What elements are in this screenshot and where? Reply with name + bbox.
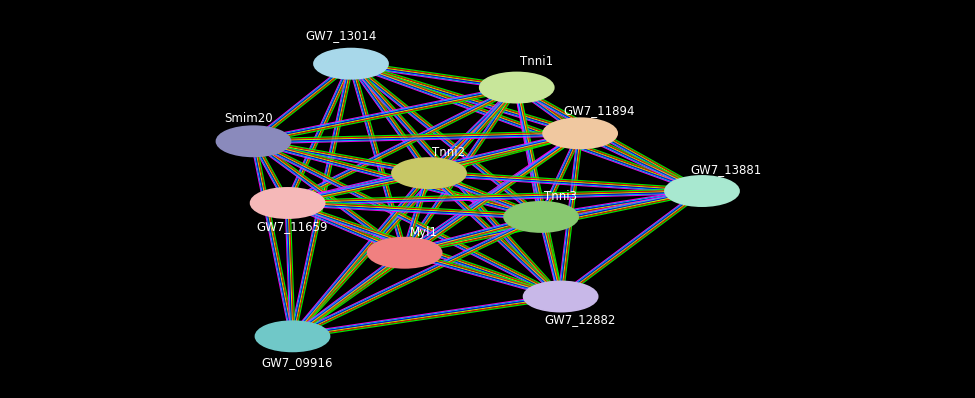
Text: GW7_11894: GW7_11894 bbox=[564, 104, 636, 117]
Text: GW7_11659: GW7_11659 bbox=[256, 220, 329, 232]
Text: Tnni1: Tnni1 bbox=[520, 55, 553, 68]
Circle shape bbox=[251, 188, 325, 218]
Text: GW7_12882: GW7_12882 bbox=[544, 313, 616, 326]
Text: Tnni2: Tnni2 bbox=[432, 146, 465, 159]
Circle shape bbox=[255, 321, 330, 351]
Circle shape bbox=[524, 281, 598, 312]
Text: GW7_09916: GW7_09916 bbox=[261, 356, 333, 369]
Circle shape bbox=[543, 118, 617, 148]
Text: Myl1: Myl1 bbox=[410, 226, 438, 238]
Circle shape bbox=[314, 49, 388, 79]
Text: Smim20: Smim20 bbox=[224, 112, 273, 125]
Circle shape bbox=[480, 72, 554, 103]
Circle shape bbox=[665, 176, 739, 206]
Text: GW7_13014: GW7_13014 bbox=[305, 29, 377, 42]
Text: Tnni3: Tnni3 bbox=[544, 190, 577, 203]
Circle shape bbox=[392, 158, 466, 188]
Circle shape bbox=[368, 238, 442, 268]
Text: GW7_13881: GW7_13881 bbox=[690, 163, 762, 176]
Circle shape bbox=[216, 126, 291, 156]
Circle shape bbox=[504, 202, 578, 232]
